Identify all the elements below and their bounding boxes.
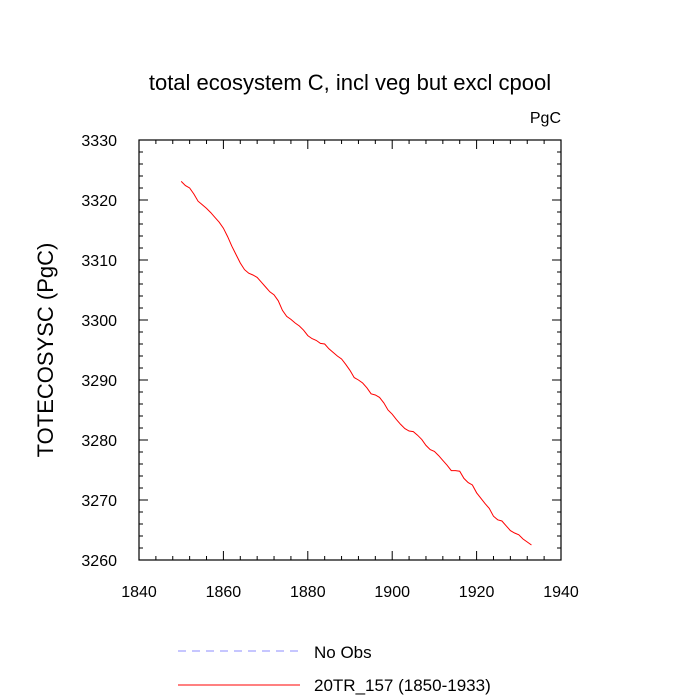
y-tick-label: 3290	[81, 373, 117, 390]
y-tick-label: 3330	[81, 133, 117, 150]
x-tick-label: 1880	[290, 584, 326, 601]
y-tick-label: 3320	[81, 193, 117, 210]
units-label: PgC	[530, 110, 561, 127]
legend: No Obs 20TR_157 (1850-1933)	[178, 643, 491, 695]
axis-ticks	[138, 139, 562, 561]
chart-title: total ecosystem C, incl veg but excl cpo…	[149, 70, 551, 95]
legend-label-20tr-157: 20TR_157 (1850-1933)	[314, 676, 491, 695]
x-tick-label: 1940	[543, 584, 579, 601]
series-layer	[180, 181, 532, 546]
x-tick-label: 1920	[459, 584, 495, 601]
x-tick-label: 1900	[374, 584, 410, 601]
y-axis-label: TOTECOSYSC (PgC)	[33, 243, 58, 458]
y-tick-label: 3280	[81, 433, 117, 450]
y-tick-label: 3300	[81, 313, 117, 330]
y-tick-label: 3310	[81, 253, 117, 270]
y-tick-label: 3270	[81, 493, 117, 510]
y-tick-label: 3260	[81, 553, 117, 570]
x-tick-label: 1840	[121, 584, 157, 601]
legend-label-no-obs: No Obs	[314, 643, 372, 662]
tick-labels: 1840 1860 1880 1900 1920 1940 3260 3270 3280 3290…	[81, 133, 578, 601]
series-line-20tr-157-1850-1933	[180, 181, 532, 546]
x-tick-label: 1860	[206, 584, 242, 601]
plot-frame	[138, 139, 562, 561]
